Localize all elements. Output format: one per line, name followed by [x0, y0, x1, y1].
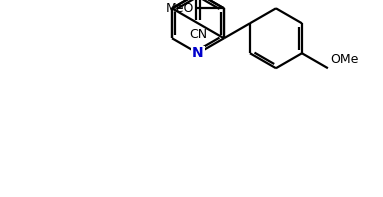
Text: N: N	[192, 46, 204, 60]
Text: OMe: OMe	[330, 53, 358, 66]
Text: CN: CN	[189, 28, 207, 41]
Text: MeO: MeO	[165, 2, 194, 15]
